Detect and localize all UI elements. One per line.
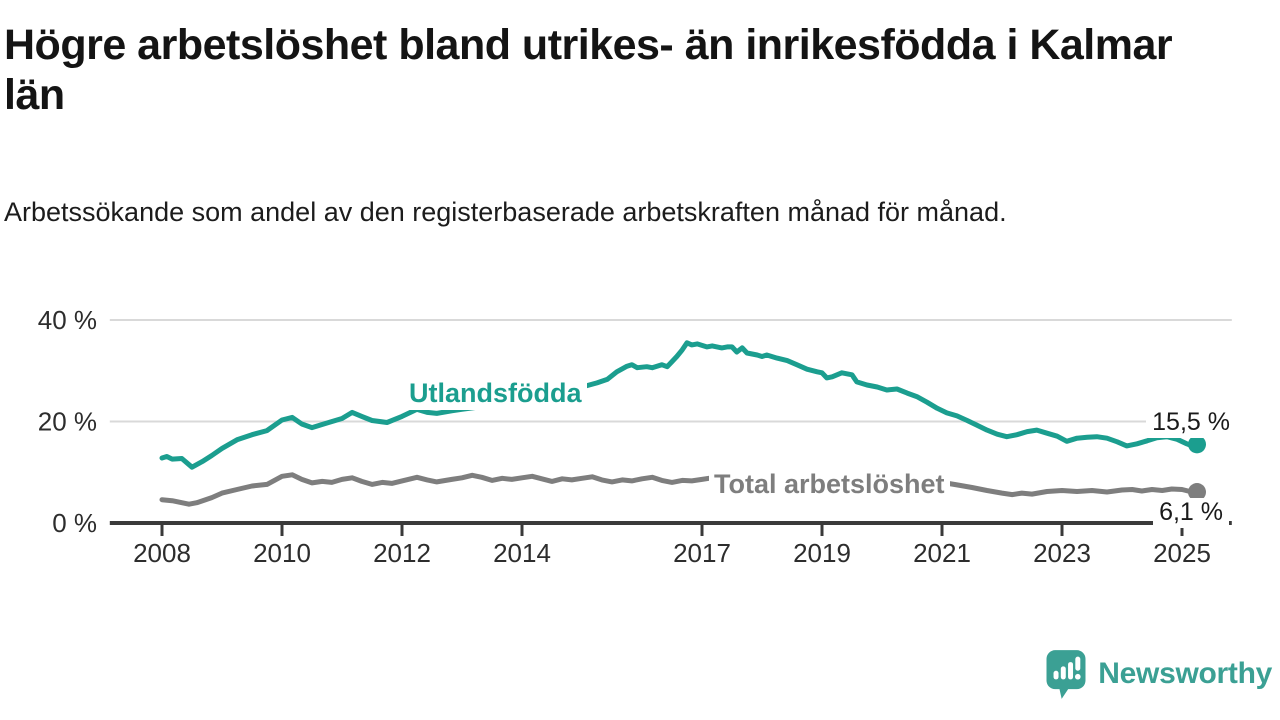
x-tick-label: 2025	[1153, 538, 1211, 568]
newsworthy-logo: Newsworthy	[1044, 648, 1272, 700]
x-tick-label: 2019	[793, 538, 851, 568]
series-label-utlandsfodda: Utlandsfödda	[404, 378, 587, 410]
x-tick-label: 2010	[253, 538, 311, 568]
x-tick-label: 2014	[493, 538, 551, 568]
newsworthy-logo-text: Newsworthy	[1098, 657, 1272, 690]
series-line-0	[159, 340, 1200, 470]
series-end-dot-1	[1188, 483, 1206, 502]
series-end-dot-0	[1188, 435, 1206, 454]
series-line-1	[159, 472, 1200, 507]
end-value-label-utlandsfodda: 15,5 %	[1146, 408, 1236, 438]
newsworthy-logo-icon	[1046, 650, 1086, 699]
chart-subtitle: Arbetssökande som andel av den registerb…	[4, 197, 1007, 227]
end-value-label-total: 6,1 %	[1153, 498, 1229, 528]
x-tick-label: 2023	[1033, 538, 1091, 568]
x-tick-label: 2017	[673, 538, 731, 568]
y-tick-label: 20 %	[38, 407, 97, 437]
x-tick-label: 2012	[373, 538, 431, 568]
y-tick-label: 0 %	[52, 508, 97, 538]
x-tick-label: 2008	[133, 538, 191, 568]
series-label-total-arbetsloshet: Total arbetslöshet	[709, 469, 950, 501]
y-tick-label: 40 %	[38, 305, 97, 335]
x-tick-label: 2021	[913, 538, 971, 568]
page-title: Högre arbetslöshet bland utrikes- än inr…	[4, 21, 1173, 120]
